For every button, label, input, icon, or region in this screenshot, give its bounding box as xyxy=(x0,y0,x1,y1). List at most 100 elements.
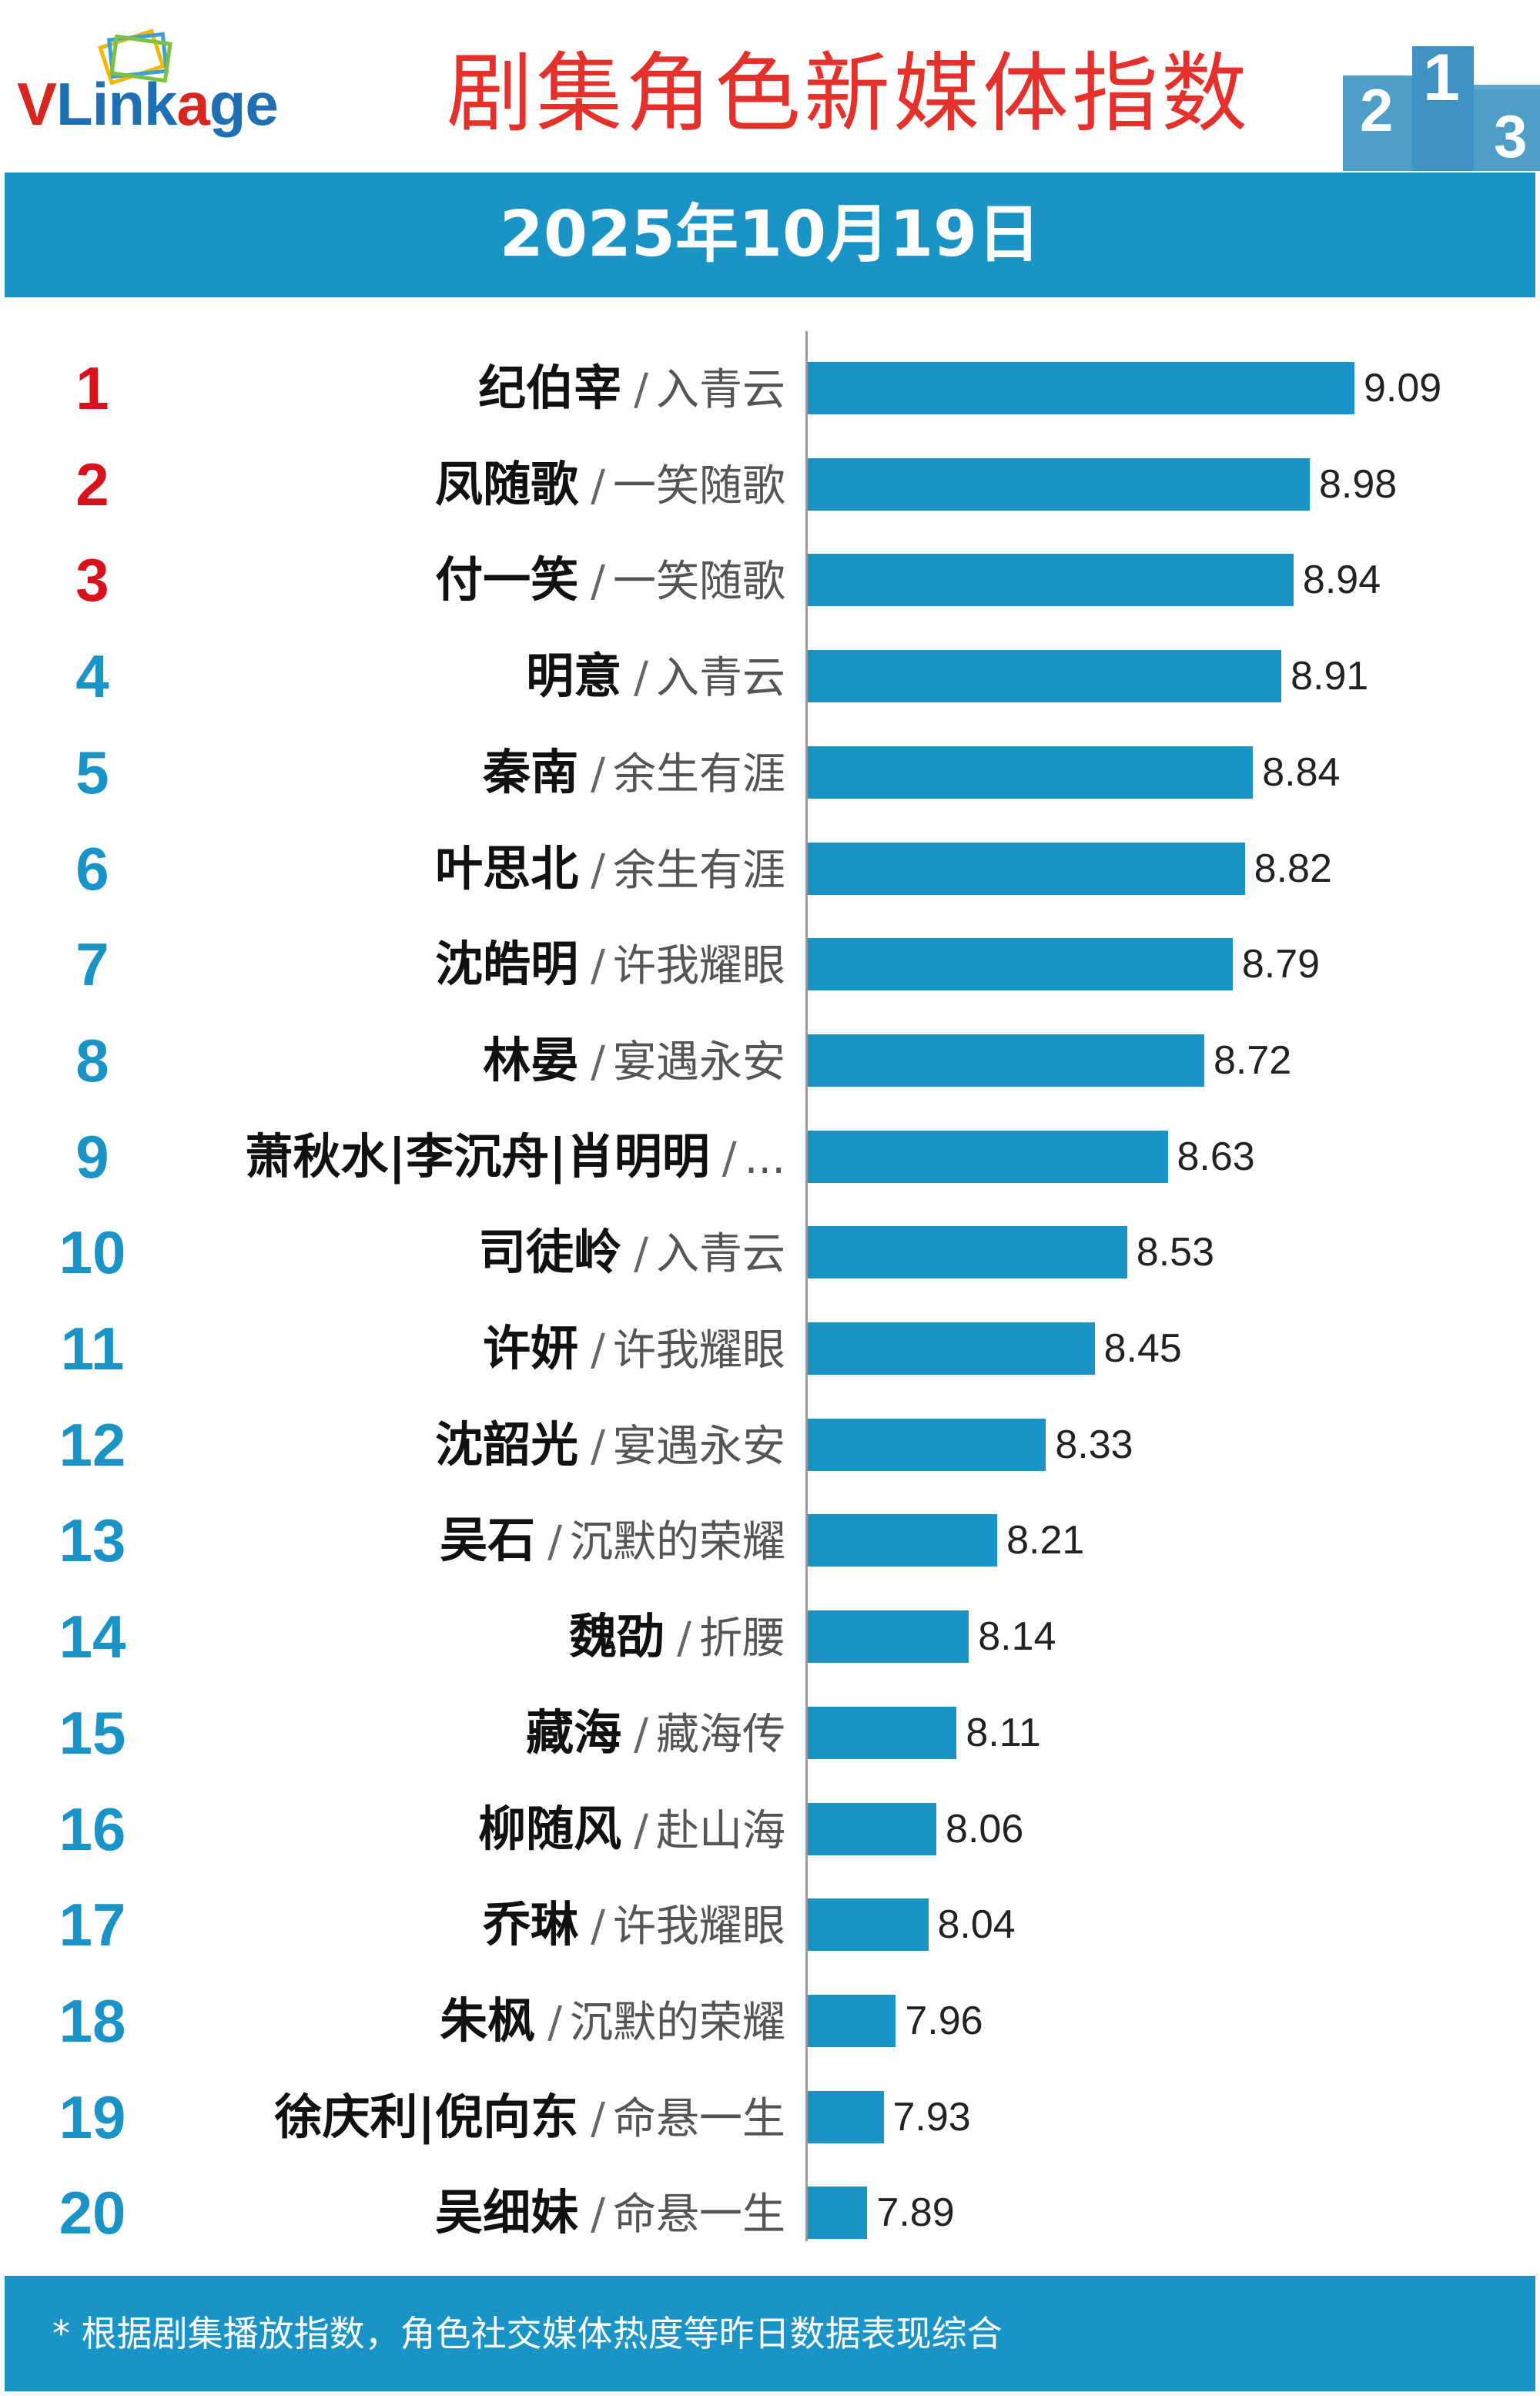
category-label: 乔琳 / 许我耀眼 xyxy=(483,1877,785,1972)
show-title: 藏海传 xyxy=(656,1709,785,1760)
show-title: 入青云 xyxy=(656,365,785,415)
category-label: 明意 / 入青云 xyxy=(526,628,785,724)
category-label: 朱枫 / 沉默的荣耀 xyxy=(440,1973,785,2069)
label-separator: / xyxy=(634,1229,648,1280)
category-label: 凤随歌 / 一笑随歌 xyxy=(435,437,785,532)
label-separator: / xyxy=(591,941,605,992)
show-title: 许我耀眼 xyxy=(613,1325,785,1376)
label-separator: / xyxy=(591,2093,605,2144)
rank-number: 4 xyxy=(75,642,109,711)
data-label: 9.09 xyxy=(1364,366,1442,411)
chart-row: 19 徐庆利|倪向东 / 命悬一生 7.93 xyxy=(0,2069,1540,2165)
rank-number: 7 xyxy=(75,930,109,999)
ranking-bar-chart: 1 纪伯宰 / 入青云 9.09 2 凤随歌 / 一笑随歌 8.98 3 付一笑 / 一笑随歌 8.94 4 明… xyxy=(0,323,1540,2249)
footnote: * 根据剧集播放指数，角色社交媒体热度等昨日数据表现综合 xyxy=(52,2313,1003,2354)
show-title: 许我耀眼 xyxy=(613,941,785,992)
chart-row: 3 付一笑 / 一笑随歌 8.94 xyxy=(0,532,1540,628)
show-title: 余生有涯 xyxy=(613,749,785,799)
chart-row: 5 秦南 / 余生有涯 8.84 xyxy=(0,725,1540,820)
label-separator: / xyxy=(634,653,648,704)
show-title: 沉默的荣耀 xyxy=(570,1517,785,1568)
category-label: 吴细妹 / 命悬一生 xyxy=(435,2165,785,2260)
svg-text:2: 2 xyxy=(1360,76,1393,144)
character-name: 叶思北 xyxy=(435,839,579,896)
bar xyxy=(808,457,1310,511)
category-label: 吴石 / 沉默的荣耀 xyxy=(440,1493,785,1588)
category-label: 付一笑 / 一笑随歌 xyxy=(435,532,785,628)
label-separator: / xyxy=(634,365,648,415)
show-title: 命悬一生 xyxy=(613,2190,785,2240)
data-label: 7.89 xyxy=(876,2190,955,2236)
bar xyxy=(808,1130,1168,1183)
label-separator: / xyxy=(591,1325,605,1376)
show-title: 赴山海 xyxy=(656,1805,785,1856)
header: VLinkage 剧集角色新媒体指数 2 1 3 xyxy=(0,0,1540,171)
data-label: 8.84 xyxy=(1262,749,1341,795)
rank-number: 2 xyxy=(75,450,109,518)
show-title: 命悬一生 xyxy=(613,2093,785,2144)
character-name: 吴细妹 xyxy=(435,2184,579,2241)
category-label: 萧秋水|李沉舟|肖明明 /... xyxy=(245,1109,785,1205)
bar xyxy=(808,2187,868,2240)
chart-row: 9 萧秋水|李沉舟|肖明明 /... 8.63 xyxy=(0,1109,1540,1205)
character-name: 萧秋水|李沉舟|肖明明 xyxy=(245,1128,710,1185)
character-name: 朱枫 xyxy=(440,1992,536,2049)
label-separator: / xyxy=(721,1133,737,1184)
data-label: 8.91 xyxy=(1291,654,1369,699)
bar xyxy=(808,746,1254,799)
rank-number: 10 xyxy=(59,1218,126,1287)
rank-number: 8 xyxy=(75,1026,109,1094)
data-label: 7.93 xyxy=(892,2094,971,2140)
show-title: 一笑随歌 xyxy=(613,557,785,608)
data-label: 8.98 xyxy=(1319,461,1398,507)
rank-number: 20 xyxy=(59,2179,126,2247)
bar xyxy=(808,1802,937,1855)
rank-number: 16 xyxy=(59,1794,126,1863)
chart-row: 20 吴细妹 / 命悬一生 7.89 xyxy=(0,2165,1540,2260)
bar xyxy=(808,1994,896,2047)
data-label: 8.33 xyxy=(1055,1422,1133,1467)
category-label: 柳随风 / 赴山海 xyxy=(478,1781,785,1877)
data-label: 8.45 xyxy=(1103,1326,1182,1371)
data-label: 8.14 xyxy=(978,1614,1056,1660)
logo-cards-icon xyxy=(98,28,172,85)
label-separator: / xyxy=(591,845,605,896)
label-separator: / xyxy=(591,461,605,511)
show-title: 宴遇永安 xyxy=(613,1037,785,1087)
rank-number: 19 xyxy=(59,2083,126,2151)
data-label: 8.94 xyxy=(1302,558,1381,603)
category-label: 许妍 / 许我耀眼 xyxy=(483,1301,785,1396)
rank-number: 13 xyxy=(59,1506,126,1575)
rank-number: 5 xyxy=(75,738,109,806)
character-name: 付一笑 xyxy=(435,551,579,608)
bar xyxy=(808,938,1233,991)
show-title: 许我耀眼 xyxy=(613,1902,785,1952)
show-title: 宴遇永安 xyxy=(613,1421,785,1472)
character-name: 藏海 xyxy=(526,1704,622,1761)
character-name: 乔琳 xyxy=(483,1896,579,1953)
rank-number: 15 xyxy=(59,1698,126,1767)
bar xyxy=(808,554,1294,607)
rank-number: 3 xyxy=(75,546,109,615)
rank-number: 1 xyxy=(75,354,109,422)
bar xyxy=(808,1034,1204,1087)
character-name: 明意 xyxy=(526,648,622,705)
label-separator: / xyxy=(591,1421,605,1472)
chart-axis-line xyxy=(805,331,808,2241)
data-label: 8.72 xyxy=(1213,1037,1292,1083)
rank-number: 14 xyxy=(59,1603,126,1671)
character-name: 吴石 xyxy=(440,1512,536,1569)
bar xyxy=(808,1610,969,1664)
character-name: 许妍 xyxy=(483,1320,579,1376)
chart-row: 16 柳随风 / 赴山海 8.06 xyxy=(0,1781,1540,1877)
chart-row: 4 明意 / 入青云 8.91 xyxy=(0,628,1540,724)
character-name: 柳随风 xyxy=(478,1800,622,1857)
category-label: 纪伯宰 / 入青云 xyxy=(478,340,785,436)
label-separator: / xyxy=(677,1614,691,1664)
bar xyxy=(808,1418,1046,1471)
data-label: 8.53 xyxy=(1136,1230,1215,1275)
bar xyxy=(808,1514,998,1567)
bar xyxy=(808,1898,929,1952)
data-label: 8.04 xyxy=(937,1902,1016,1948)
bar xyxy=(808,2090,884,2143)
